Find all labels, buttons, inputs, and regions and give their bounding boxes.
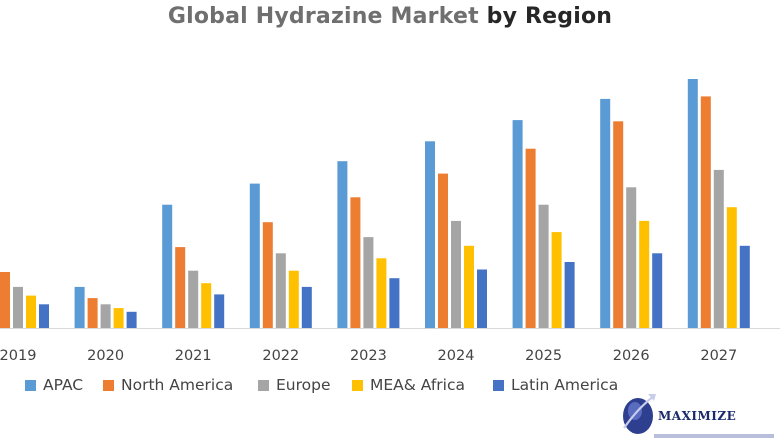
bar-latin-america-2022 xyxy=(301,286,312,328)
bar-north-america-2024 xyxy=(438,173,448,328)
bar-mea-africa-2020 xyxy=(113,308,124,328)
bar-mea-africa-2021 xyxy=(201,283,212,328)
bar-latin-america-2026 xyxy=(652,253,663,328)
chart-title-part1: Global Hydrazine Market xyxy=(167,4,479,29)
legend-label-mea-africa: MEA& Africa xyxy=(370,376,465,394)
bar-apac-2023 xyxy=(337,161,348,328)
bar-mea-africa-2019 xyxy=(26,295,36,328)
logo-text: MAXIMIZE xyxy=(658,409,737,423)
bar-north-america-2026 xyxy=(613,121,624,328)
x-tick-label-2023: 2023 xyxy=(350,348,387,364)
maximize-logo: MAXIMIZE xyxy=(610,388,780,440)
bar-apac-2022 xyxy=(249,183,260,328)
legend-swatch-apac xyxy=(25,379,36,391)
bar-apac-2026 xyxy=(600,98,611,329)
legend: APAC North America Europe MEA& Africa La… xyxy=(0,376,780,400)
x-tick-label-2025: 2025 xyxy=(525,348,562,364)
bar-europe-2021 xyxy=(188,270,199,328)
bar-mea-africa-2027 xyxy=(726,207,737,328)
legend-item-europe: Europe xyxy=(258,376,331,394)
bar-mea-africa-2024 xyxy=(464,245,474,328)
x-tick-label-2024: 2024 xyxy=(438,348,475,364)
bar-apac-2024 xyxy=(425,141,435,329)
legend-item-apac: APAC xyxy=(25,376,83,394)
bar-north-america-2019 xyxy=(0,272,10,328)
bar-europe-2027 xyxy=(713,169,724,328)
bar-latin-america-2025 xyxy=(564,262,575,328)
bar-north-america-2023 xyxy=(350,197,361,328)
bar-europe-2026 xyxy=(626,187,637,328)
bar-mea-africa-2026 xyxy=(639,220,650,328)
bar-europe-2025 xyxy=(538,204,549,328)
legend-label-north-america: North America xyxy=(121,376,234,394)
bar-north-america-2027 xyxy=(700,96,711,329)
x-tick-label-2026: 2026 xyxy=(613,348,650,364)
bar-europe-2019 xyxy=(13,286,23,328)
x-tick-label-2021: 2021 xyxy=(175,348,212,364)
bar-latin-america-2019 xyxy=(39,304,49,328)
bar-latin-america-2020 xyxy=(126,311,137,328)
bar-north-america-2025 xyxy=(525,148,536,328)
bar-europe-2022 xyxy=(275,253,286,328)
legend-item-north-america: North America xyxy=(103,376,233,394)
bar-latin-america-2027 xyxy=(739,245,750,328)
chart-title-part2: by Region xyxy=(486,4,613,29)
bar-apac-2020 xyxy=(74,286,85,328)
legend-label-apac: APAC xyxy=(43,376,84,394)
legend-swatch-mea-africa xyxy=(352,379,363,391)
bar-latin-america-2023 xyxy=(389,278,400,328)
bar-apac-2021 xyxy=(162,204,173,328)
legend-item-mea-africa: MEA& Africa xyxy=(352,376,465,394)
chart-title: Global Hydrazine Market by Region xyxy=(0,4,780,29)
legend-swatch-latin-america xyxy=(493,379,504,391)
x-tick-label-2027: 2027 xyxy=(700,348,737,364)
legend-item-latin-america: Latin America xyxy=(493,376,618,394)
logo-tagline-graphic xyxy=(654,434,774,438)
bar-mea-africa-2025 xyxy=(551,232,562,328)
x-tick-label-2022: 2022 xyxy=(262,348,299,364)
bar-apac-2027 xyxy=(687,79,698,328)
bar-mea-africa-2022 xyxy=(288,270,299,328)
bar-apac-2025 xyxy=(512,120,523,328)
bar-latin-america-2021 xyxy=(214,294,225,328)
bar-europe-2020 xyxy=(100,304,111,328)
legend-label-latin-america: Latin America xyxy=(511,376,619,394)
x-tick-label-2019: 2019 xyxy=(0,348,36,364)
bar-north-america-2022 xyxy=(262,222,273,328)
bar-mea-africa-2023 xyxy=(376,258,387,328)
legend-swatch-north-america xyxy=(103,379,114,391)
legend-label-europe: Europe xyxy=(276,376,331,394)
legend-swatch-europe xyxy=(258,379,269,391)
bar-north-america-2021 xyxy=(175,247,186,328)
x-tick-label-2020: 2020 xyxy=(87,348,124,364)
maximize-globe-icon xyxy=(623,394,656,434)
bar-north-america-2020 xyxy=(87,298,98,328)
bar-europe-2024 xyxy=(451,220,461,328)
bar-chart: 2019 2020 2021 2022 2023 2024 2025 2026 2027 xyxy=(0,79,780,364)
bar-europe-2023 xyxy=(363,237,374,328)
bar-latin-america-2024 xyxy=(477,269,487,328)
